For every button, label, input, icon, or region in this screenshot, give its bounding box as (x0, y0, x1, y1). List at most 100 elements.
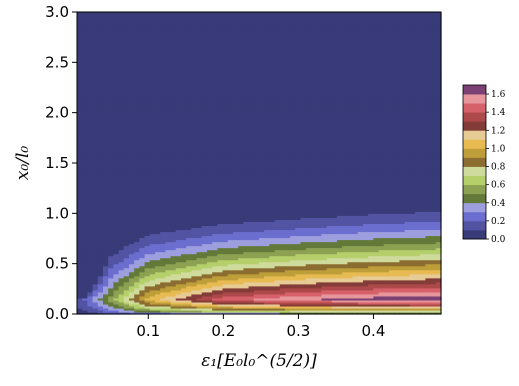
heatmap-cell (191, 197, 198, 200)
heatmap-cell (92, 78, 99, 82)
heatmap-cell (243, 255, 250, 259)
heatmap-cell (160, 271, 166, 275)
heatmap-cell (222, 12, 229, 15)
heatmap-cell (222, 50, 229, 53)
heatmap-cell (77, 171, 83, 174)
heatmap-cell (181, 132, 187, 136)
heatmap-cell (191, 285, 198, 289)
heatmap-cell (139, 76, 146, 80)
heatmap-cell (222, 209, 229, 212)
heatmap-cell (113, 259, 120, 263)
heatmap-cell (139, 66, 146, 69)
heatmap-cell (170, 245, 177, 249)
heatmap-cell (175, 195, 182, 198)
heatmap-cell (212, 80, 218, 84)
heatmap-cell (160, 167, 166, 170)
heatmap-cell (139, 297, 146, 301)
heatmap-cell (170, 114, 177, 118)
heatmap-cell (186, 160, 192, 164)
heatmap-cell (129, 297, 135, 301)
heatmap-cell (233, 44, 239, 47)
heatmap-cell (108, 92, 114, 96)
heatmap-cell (238, 163, 244, 166)
heatmap-cell (186, 301, 192, 305)
heatmap-cell (97, 132, 104, 136)
heatmap-cell (181, 307, 187, 311)
heatmap-cell (129, 22, 135, 25)
heatmap-cell (243, 299, 250, 303)
heatmap-cell (212, 84, 218, 88)
heatmap-cell (113, 171, 120, 174)
heatmap-cell (191, 78, 198, 82)
heatmap-cell (165, 90, 172, 94)
heatmap-cell (123, 152, 130, 156)
heatmap-cell (155, 261, 161, 265)
heatmap-cell (233, 150, 239, 154)
heatmap-cell (222, 283, 229, 287)
heatmap-cell (92, 215, 99, 218)
heatmap-cell (134, 219, 140, 222)
heatmap-cell (139, 160, 146, 164)
heatmap-cell (144, 40, 151, 43)
heatmap-cell (222, 24, 229, 27)
heatmap-cell (92, 173, 99, 176)
heatmap-cell (233, 249, 239, 253)
heatmap-cell (191, 219, 198, 222)
heatmap-cell (207, 80, 213, 84)
heatmap-cell (149, 72, 156, 76)
heatmap-cell (97, 44, 104, 47)
heatmap-cell (201, 175, 208, 178)
heatmap-cell (134, 199, 140, 202)
heatmap-cell (238, 64, 244, 67)
heatmap-cell (118, 84, 125, 88)
heatmap-cell (165, 221, 172, 224)
heatmap-cell (233, 185, 239, 188)
heatmap-cell (233, 277, 239, 281)
heatmap-cell (181, 20, 187, 23)
heatmap-cell (201, 305, 208, 309)
heatmap-cell (144, 30, 151, 33)
heatmap-cell (233, 112, 239, 116)
heatmap-cell (82, 197, 88, 200)
heatmap-cell (103, 287, 109, 291)
heatmap-cell (87, 84, 94, 88)
heatmap-cell (82, 102, 88, 106)
heatmap-cell (243, 223, 250, 227)
heatmap-cell (181, 179, 187, 182)
heatmap-cell (181, 88, 187, 92)
heatmap-cell (191, 152, 198, 156)
heatmap-cell (233, 301, 239, 305)
heatmap-cell (165, 239, 172, 243)
heatmap-cell (212, 179, 218, 182)
heatmap-cell (207, 167, 213, 170)
heatmap-cell (175, 281, 182, 285)
heatmap-cell (212, 88, 218, 92)
heatmap-cell (82, 32, 88, 35)
heatmap-cell (144, 12, 151, 15)
heatmap-cell (139, 307, 146, 311)
heatmap-cell (217, 76, 224, 80)
heatmap-cell (165, 58, 172, 61)
heatmap-cell (160, 229, 166, 233)
heatmap-cell (129, 90, 135, 94)
heatmap-cell (149, 108, 156, 112)
heatmap-cell (207, 82, 213, 86)
heatmap-cell (170, 50, 177, 53)
heatmap-cell (238, 80, 244, 84)
heatmap-cell (243, 167, 250, 170)
heatmap-cell (191, 225, 198, 229)
heatmap-cell (196, 205, 203, 208)
heatmap-cell (201, 56, 208, 59)
heatmap-cell (233, 187, 239, 190)
heatmap-cell (77, 237, 83, 241)
heatmap-cell (243, 237, 250, 241)
heatmap-cell (207, 295, 213, 299)
heatmap-cell (186, 152, 192, 156)
heatmap-cell (217, 62, 224, 65)
heatmap-cell (160, 86, 166, 90)
heatmap-cell (113, 30, 120, 33)
heatmap-cell (217, 189, 224, 192)
heatmap-cell (139, 116, 146, 120)
heatmap-cell (227, 48, 234, 51)
heatmap-cell (123, 102, 130, 106)
